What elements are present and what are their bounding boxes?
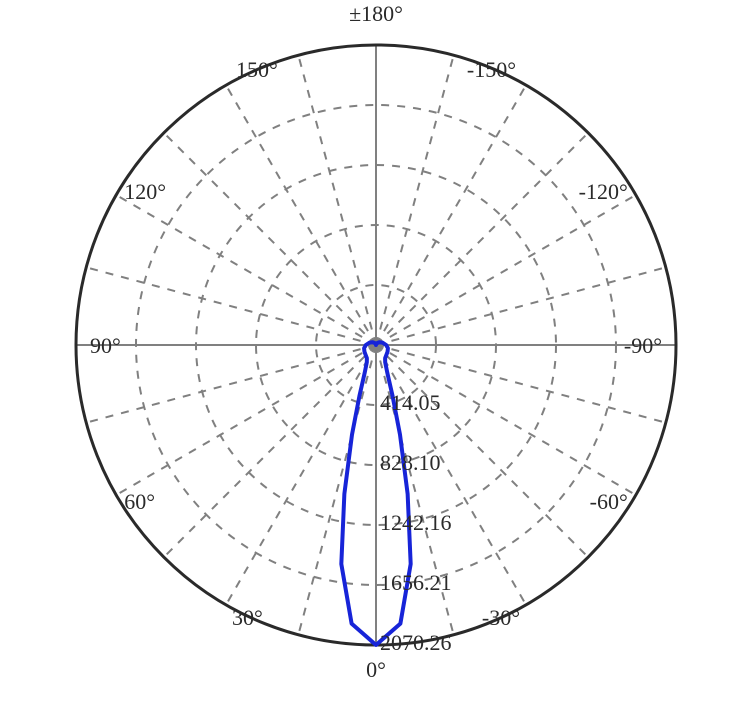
angle-label: -90° — [624, 333, 662, 358]
angle-label: -120° — [579, 179, 628, 204]
angle-label: 60° — [124, 489, 155, 514]
radial-labels: 414.05 828.10 1242.16 1656.21 2070.26 — [380, 390, 452, 655]
angle-label: ±180° — [349, 1, 403, 26]
radial-tick-label: 1656.21 — [380, 570, 452, 595]
radial-tick-label: 414.05 — [380, 390, 441, 415]
angle-label: -150° — [467, 57, 516, 82]
angle-label: 0° — [366, 657, 386, 682]
polar-chart: ±180° 150° 120° 90° 60° 30° 0° -30° -60° -90° -120… — [0, 0, 752, 715]
angle-label: 150° — [236, 57, 278, 82]
radial-tick-label: 1242.16 — [380, 510, 452, 535]
angle-label: -30° — [482, 605, 520, 630]
angle-label: 30° — [232, 605, 263, 630]
angle-label: -60° — [590, 489, 628, 514]
angle-label: 120° — [124, 179, 166, 204]
radial-tick-label: 828.10 — [380, 450, 441, 475]
radial-tick-label: 2070.26 — [380, 630, 452, 655]
angle-label: 90° — [90, 333, 121, 358]
